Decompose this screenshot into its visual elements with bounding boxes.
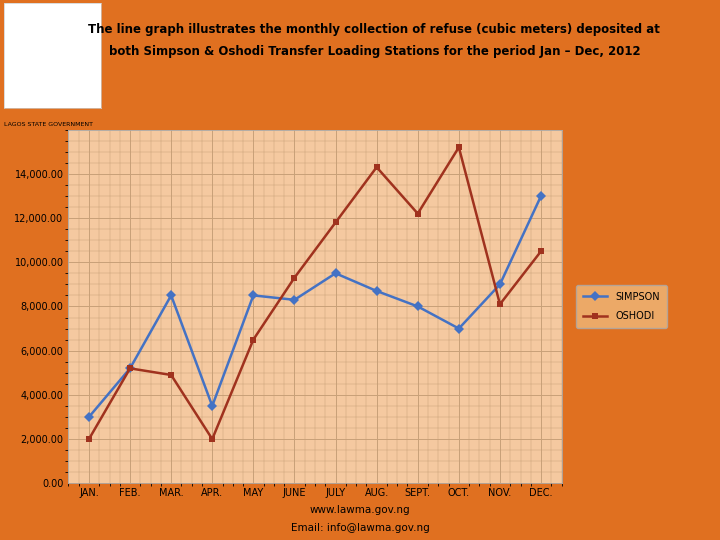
OSHODI	[413, 211, 422, 217]
SIMPSON	[208, 403, 217, 409]
Line: SIMPSON: SIMPSON	[86, 192, 544, 421]
SIMPSON	[454, 325, 463, 332]
SIMPSON	[372, 288, 381, 294]
OSHODI	[85, 436, 94, 442]
OSHODI	[126, 365, 135, 372]
Text: LAGOS STATE GOVERNMENT: LAGOS STATE GOVERNMENT	[4, 122, 93, 126]
Legend: SIMPSON, OSHODI: SIMPSON, OSHODI	[576, 285, 667, 328]
SIMPSON	[85, 414, 94, 420]
Text: Email: info@lawma.gov.ng: Email: info@lawma.gov.ng	[291, 523, 429, 533]
OSHODI	[372, 164, 381, 171]
Text: www.lawma.gov.ng: www.lawma.gov.ng	[310, 505, 410, 515]
Text: The line graph illustrates the monthly collection of refuse (cubic meters) depos: The line graph illustrates the monthly c…	[89, 23, 660, 36]
SIMPSON	[249, 292, 258, 299]
SIMPSON	[536, 193, 545, 199]
OSHODI	[536, 248, 545, 254]
OSHODI	[495, 301, 504, 307]
OSHODI	[290, 274, 299, 281]
SIMPSON	[126, 365, 135, 372]
SIMPSON	[331, 270, 340, 276]
OSHODI	[454, 144, 463, 151]
OSHODI	[167, 372, 176, 378]
Text: both Simpson & Oshodi Transfer Loading Stations for the period Jan – Dec, 2012: both Simpson & Oshodi Transfer Loading S…	[109, 45, 640, 58]
OSHODI	[249, 336, 258, 343]
SIMPSON	[167, 292, 176, 299]
Line: OSHODI: OSHODI	[86, 144, 544, 443]
SIMPSON	[290, 296, 299, 303]
SIMPSON	[495, 281, 504, 288]
OSHODI	[208, 436, 217, 442]
SIMPSON	[413, 303, 422, 310]
OSHODI	[331, 219, 340, 226]
